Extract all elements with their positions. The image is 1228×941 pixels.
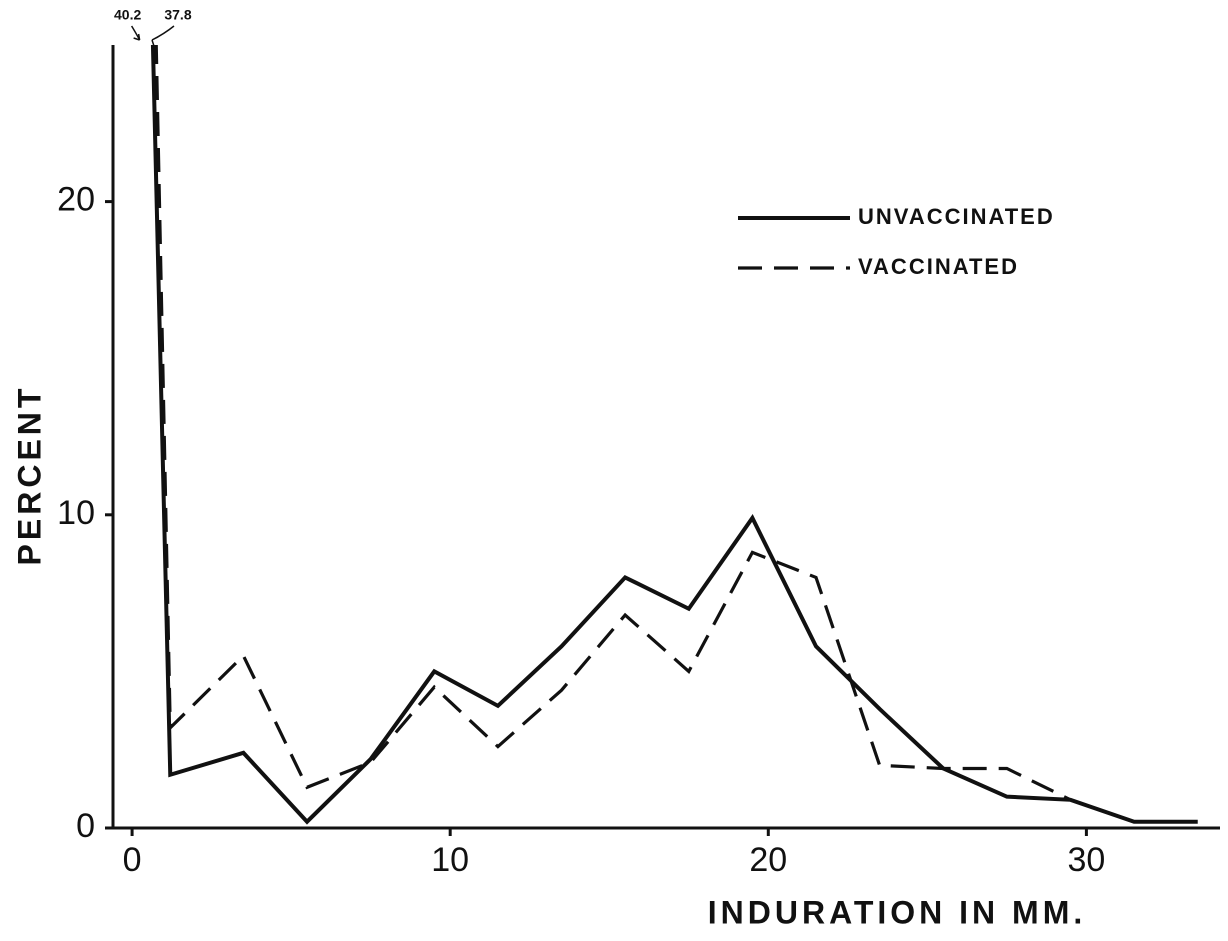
x-tick-label: 30 xyxy=(1067,841,1105,879)
x-tick-label: 20 xyxy=(749,841,787,879)
y-tick-label: 10 xyxy=(57,494,95,532)
x-axis-label: INDURATION IN MM. xyxy=(708,894,1086,930)
x-tick-label: 0 xyxy=(123,841,142,879)
plot-area xyxy=(150,45,1198,825)
annotation-arrow xyxy=(130,25,141,41)
annotation: 37.8 xyxy=(164,7,191,23)
y-tick-label: 20 xyxy=(57,181,95,219)
annotation-arrow xyxy=(151,25,175,47)
data-line xyxy=(154,45,1135,824)
legend-label: VACCINATED xyxy=(858,254,1019,279)
data-line xyxy=(150,45,1198,825)
legend-label: UNVACCINATED xyxy=(858,204,1055,229)
y-tick-label: 0 xyxy=(76,807,95,845)
x-tick-label: 10 xyxy=(431,841,469,879)
y-axis-label: PERCENT xyxy=(11,385,47,566)
annotation: 40.2 xyxy=(114,7,141,23)
